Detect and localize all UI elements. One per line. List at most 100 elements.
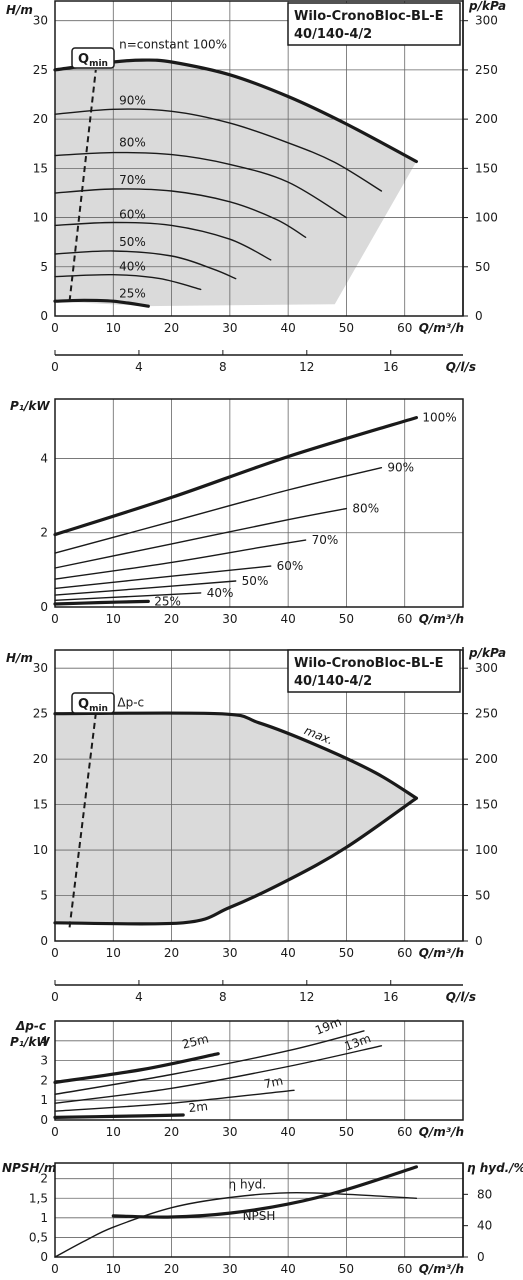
x-tick-label: 0	[51, 321, 59, 335]
x-tick-label: 40	[281, 321, 296, 335]
y-tick-label: 2	[40, 1172, 48, 1186]
npsh-label: NPSH	[243, 1209, 276, 1223]
y-tick-label: 25	[33, 63, 48, 77]
x-tick-label: 10	[106, 1262, 121, 1276]
curve-label: 19m	[313, 1015, 343, 1038]
title-box	[287, 649, 461, 693]
x-tick-label: 20	[164, 321, 179, 335]
y-tick-label: 2	[40, 526, 48, 540]
y-tick-label: 25	[33, 707, 48, 721]
curve-label: 100%	[422, 411, 456, 425]
chart-hq-variable-speed: 0 10 20 30 40 50 60 Q/m³/h051015202530n=constan…	[6, 0, 506, 374]
curve-label: 90%	[119, 93, 146, 107]
y2-axis-label: p/kPa	[468, 646, 506, 660]
curve-60	[54, 565, 272, 590]
curve-label: 60%	[277, 559, 304, 573]
curve-label: n=constant 100%	[119, 37, 227, 51]
x2-tick-label: 12	[299, 990, 314, 1004]
y-tick-label: 20	[33, 752, 48, 766]
x-tick-label: 10	[106, 321, 121, 335]
curve-90	[54, 108, 383, 192]
y2-tick-label: 300	[475, 661, 498, 675]
x-tick-label: 50	[339, 1262, 354, 1276]
chart-p1-variable-speed: 0 10 20 30 40 50 60 Q/m³/h 0 2 4 100% 90% 80% 70% 60% 50…	[10, 398, 464, 626]
y-tick-label: 15	[33, 798, 48, 812]
y-tick-label: 0	[40, 1113, 48, 1127]
x-tick-label: 0	[51, 612, 59, 626]
x-tick-label: 10	[106, 946, 121, 960]
x-axis-label: Q/m³/h	[419, 612, 464, 626]
x-tick-label: 20	[164, 612, 179, 626]
x-tick-label: 60	[397, 612, 412, 626]
y2-axis-label: p/kPa	[468, 0, 506, 13]
x2-tick-label: 8	[219, 990, 227, 1004]
curve-max	[53, 711, 418, 800]
x-axis-label: Q/m³/h	[419, 946, 464, 960]
y2-tick-label: 150	[475, 161, 498, 175]
y-tick-label: 1	[40, 1093, 48, 1107]
dpc-label: Δp-c	[117, 695, 144, 709]
x-tick-label: 0	[51, 946, 59, 960]
plot-frame	[54, 1020, 464, 1121]
y-axis-label: P₁/kW	[10, 1035, 50, 1049]
x2-tick-label: 4	[135, 360, 143, 374]
y-axis-label: H/m	[6, 3, 33, 17]
y-tick-label: 5	[40, 260, 48, 274]
y2-tick-label: 200	[475, 752, 498, 766]
y-tick-label: 0,5	[29, 1230, 48, 1244]
y-tick-label: 10	[33, 843, 48, 857]
curve-nconstant100	[53, 58, 418, 164]
x2-tick-label: 12	[299, 360, 314, 374]
y2-tick-label: 0	[475, 934, 483, 948]
x-tick-label: 60	[397, 1125, 412, 1139]
x-tick-label: 50	[339, 1125, 354, 1139]
x-axis-label: Q/m³/h	[419, 1125, 464, 1139]
plot-frame	[54, 398, 464, 608]
y2-tick-label: 100	[475, 211, 498, 225]
chart-title-line2: 40/140-4/2	[294, 674, 372, 689]
x-tick-label: 20	[164, 1262, 179, 1276]
y2-tick-label: 50	[475, 260, 490, 274]
curve-13m	[54, 1045, 383, 1104]
y-tick-label: 4	[40, 451, 48, 465]
curve-label: 25m	[181, 1032, 211, 1052]
y2-tick-label: 150	[475, 798, 498, 812]
curve-label: 40%	[119, 260, 146, 274]
x-tick-label: 10	[106, 612, 121, 626]
curve-50	[54, 250, 237, 280]
y-tick-label: 10	[33, 211, 48, 225]
y-axis-label: NPSH/m	[2, 1161, 56, 1175]
y2-tick-label: 100	[475, 843, 498, 857]
y2-axis-label: η hyd./%	[467, 1161, 523, 1175]
curve-label: 25%	[154, 594, 181, 608]
chart-hq-dpc: 0 10 20 30 40 50 60 Q/m³/h051015202530Δp-cmax.Q…	[6, 646, 506, 1004]
x2-axis-label: Q/l/s	[446, 360, 476, 374]
x2-tick-label: 16	[383, 360, 398, 374]
y-tick-label: 0	[40, 1250, 48, 1264]
curve-label: 13m	[343, 1031, 373, 1053]
x-tick-label: 20	[164, 1125, 179, 1139]
curve-100	[53, 416, 418, 537]
curve-2m	[53, 1113, 185, 1119]
chart-npsh-eta: 0 10 20 30 40 50 60 Q/m³/h 0 0,5 1 1,5 2 η hyd. NPSH 0 4…	[2, 1161, 523, 1276]
x-tick-label: 30	[222, 612, 237, 626]
x2-tick-label: 0	[51, 360, 59, 374]
x-tick-label: 40	[281, 1262, 296, 1276]
x-tick-label: 40	[281, 946, 296, 960]
curve-label: 90%	[387, 461, 414, 475]
x-tick-label: 10	[106, 1125, 121, 1139]
curve-60	[54, 221, 272, 261]
y-tick-label: 0	[40, 934, 48, 948]
curve-90	[54, 467, 383, 554]
qmin-sub: min	[89, 704, 108, 714]
curve-label: 80%	[352, 502, 379, 516]
x-tick-label: 0	[51, 1262, 59, 1276]
curve-70	[54, 188, 307, 238]
y-tick-label: 4	[40, 1034, 48, 1048]
x-tick-label: 60	[397, 946, 412, 960]
y-tick-label: 30	[33, 14, 48, 28]
x-tick-label: 0	[51, 1125, 59, 1139]
curve-40	[54, 273, 202, 291]
curve-label: 60%	[119, 208, 146, 222]
